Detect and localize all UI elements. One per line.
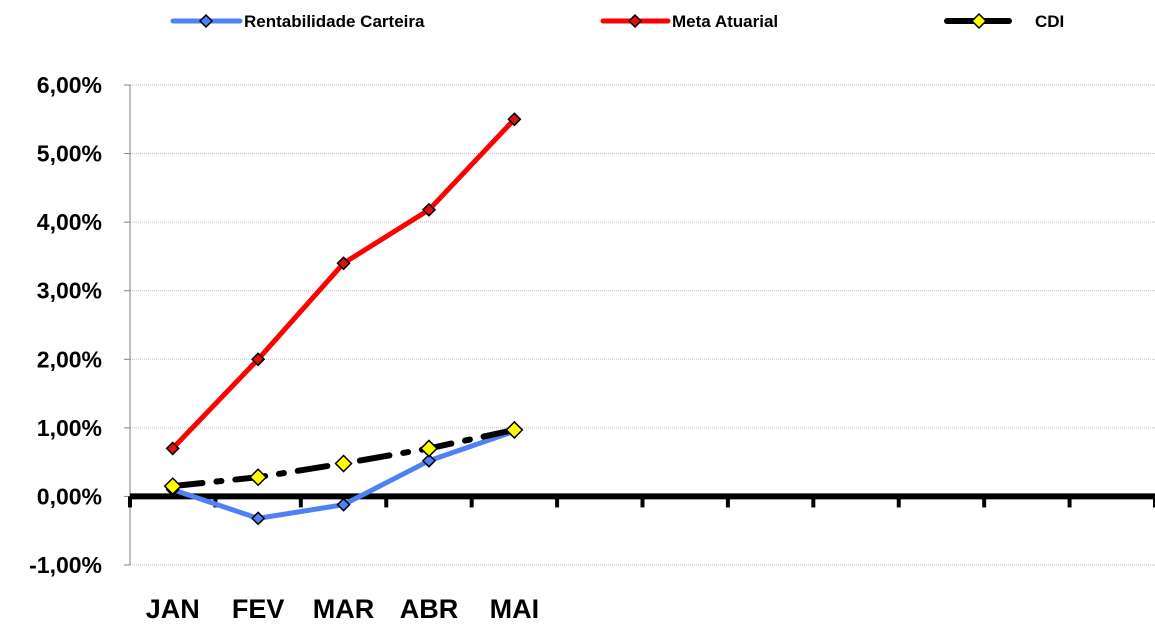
y-tick-label: 0,00%: [37, 483, 102, 509]
legend-marker-cdi: [970, 12, 988, 30]
series-cdi: [163, 420, 524, 496]
y-tick-label: 1,00%: [37, 415, 102, 441]
data-point-cdi-jan: [163, 477, 182, 496]
gridlines: [130, 84, 1155, 566]
data-point-rentabilidade-carteira-fev: [251, 511, 266, 526]
data-point-meta-atuarial-jan: [165, 441, 180, 456]
legend-label-cdi: CDI: [1035, 12, 1064, 31]
category-labels: JAN FEV MAR ABR MAI: [146, 594, 539, 624]
series-layer: [163, 112, 524, 526]
y-tick-label: 6,00%: [37, 72, 102, 98]
data-point-meta-atuarial-mai: [507, 112, 522, 127]
x-tick-label-jan: JAN: [146, 594, 200, 624]
y-tick-label: 5,00%: [37, 141, 102, 167]
y-tick-label: 4,00%: [37, 209, 102, 235]
x-axis: [128, 493, 1155, 508]
x-tick-label-mai: MAI: [490, 594, 540, 624]
legend-label-rentabilidade-carteira: Rentabilidade Carteira: [244, 12, 425, 31]
y-tick-label: 2,00%: [37, 346, 102, 372]
y-tick-label: -1,00%: [29, 552, 102, 578]
legend-marker-rentabilidade-carteira: [198, 13, 214, 29]
data-point-rentabilidade-carteira-mar: [336, 497, 351, 512]
data-point-cdi-abr: [419, 439, 439, 458]
data-point-meta-atuarial-fev: [251, 352, 266, 367]
legend-marker-meta-atuarial: [627, 13, 643, 29]
data-point-cdi-mai: [505, 420, 524, 439]
y-axis: -1,00% 0,00% 1,00% 2,00% 3,00% 4,00% 5,00% 6,00…: [29, 72, 131, 578]
y-tick-label: 3,00%: [37, 278, 102, 304]
legend-item-rentabilidade-carteira: Rentabilidade Carteira: [170, 12, 425, 31]
legend-label-meta-atuarial: Meta Atuarial: [672, 12, 778, 31]
series-line-meta-atuarial: [170, 116, 517, 451]
data-point-cdi-mar: [334, 454, 353, 473]
legend: Rentabilidade Carteira Meta Atuarial CDI: [170, 12, 1064, 31]
x-tick-label-abr: ABR: [400, 594, 459, 624]
data-point-cdi-fev: [249, 468, 268, 487]
x-tick-label-mar: MAR: [313, 594, 375, 624]
legend-item-meta-atuarial: Meta Atuarial: [600, 12, 778, 31]
series-meta-atuarial: [165, 112, 522, 456]
legend-item-cdi: CDI: [944, 12, 1064, 31]
data-point-meta-atuarial-mar: [336, 256, 351, 271]
data-point-meta-atuarial-abr: [421, 202, 437, 217]
x-tick-label-fev: FEV: [232, 594, 285, 624]
data-point-rentabilidade-carteira-abr: [421, 453, 437, 468]
